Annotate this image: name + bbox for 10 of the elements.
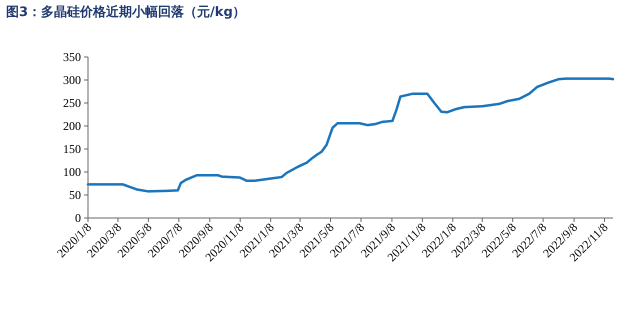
- y-tick-label: 50: [69, 188, 81, 202]
- y-tick-label: 150: [63, 142, 81, 156]
- y-tick-label: 0: [75, 211, 81, 225]
- chart-title: 图3：多晶硅价格近期小幅回落（元/kg）: [6, 4, 246, 20]
- line-series: [86, 77, 614, 193]
- y-tick-label: 350: [63, 50, 81, 64]
- y-tick-label: 100: [63, 165, 81, 179]
- y-tick-label: 200: [63, 119, 81, 133]
- y-tick-label: 250: [63, 96, 81, 110]
- y-tick-label: 300: [63, 73, 81, 87]
